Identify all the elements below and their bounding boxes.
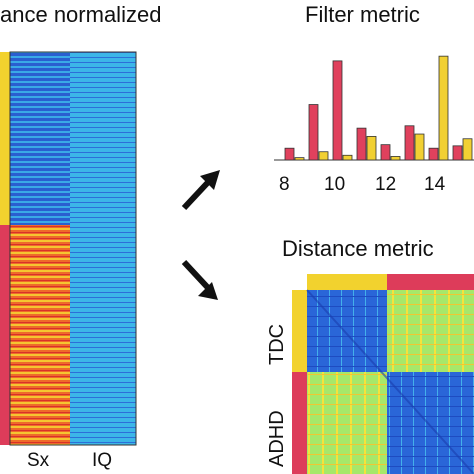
filter-bar-yellow-0 <box>294 157 305 161</box>
filter-bar-red-1 <box>308 104 319 161</box>
group-bar-top <box>0 52 10 225</box>
left-heatmap-frame <box>9 51 137 446</box>
left-panel-title: ance normalized <box>0 2 162 27</box>
tdc-row-bar <box>292 290 307 372</box>
filter-xtick-14: 14 <box>424 174 446 195</box>
column-label-iq: IQ <box>92 450 113 471</box>
distance-matrix <box>292 274 474 474</box>
filter-bar-yellow-6 <box>438 55 449 161</box>
matrix-tdc-adhd <box>387 290 474 372</box>
distance-metric-title: Distance metric <box>282 236 434 261</box>
matrix-adhd-tdc <box>307 372 387 474</box>
tdc-column-bar <box>307 274 387 290</box>
adhd-row-bar <box>292 372 307 474</box>
column-label-sx: Sx <box>27 450 50 471</box>
filter-bar-yellow-2 <box>342 154 353 161</box>
filter-bar-red-7 <box>452 145 463 161</box>
filter-bar-red-5 <box>404 125 415 161</box>
filter-metric-title: Filter metric <box>305 2 420 27</box>
sx-column-bottom <box>10 225 70 445</box>
row-label-tdc: TDC <box>266 323 288 365</box>
arrow-down-right-icon <box>181 259 218 300</box>
filter-xtick-12: 12 <box>375 174 397 195</box>
filter-xtick-8: 8 <box>279 174 290 195</box>
adhd-column-bar <box>387 274 474 290</box>
arrow-up-right-icon <box>181 170 220 211</box>
filter-bar-red-2 <box>332 60 343 161</box>
filter-bar-red-0 <box>284 147 295 161</box>
filter-bar-yellow-3 <box>366 135 377 161</box>
filter-bar-yellow-4 <box>390 156 401 161</box>
group-bar-bottom <box>0 225 10 445</box>
left-heatmap <box>0 51 137 446</box>
filter-bar-yellow-7 <box>462 138 473 161</box>
row-label-adhd: ADHD <box>266 410 288 467</box>
sx-column-top <box>10 52 70 225</box>
filter-bar-yellow-1 <box>318 151 329 161</box>
filter-bar-red-6 <box>428 147 439 161</box>
filter-xtick-10: 10 <box>324 174 346 195</box>
iq-column <box>70 52 136 445</box>
filter-bar-red-4 <box>380 144 391 161</box>
filter-bar-chart <box>274 55 474 161</box>
filter-bar-yellow-5 <box>414 133 425 161</box>
filter-bar-red-3 <box>356 127 367 161</box>
